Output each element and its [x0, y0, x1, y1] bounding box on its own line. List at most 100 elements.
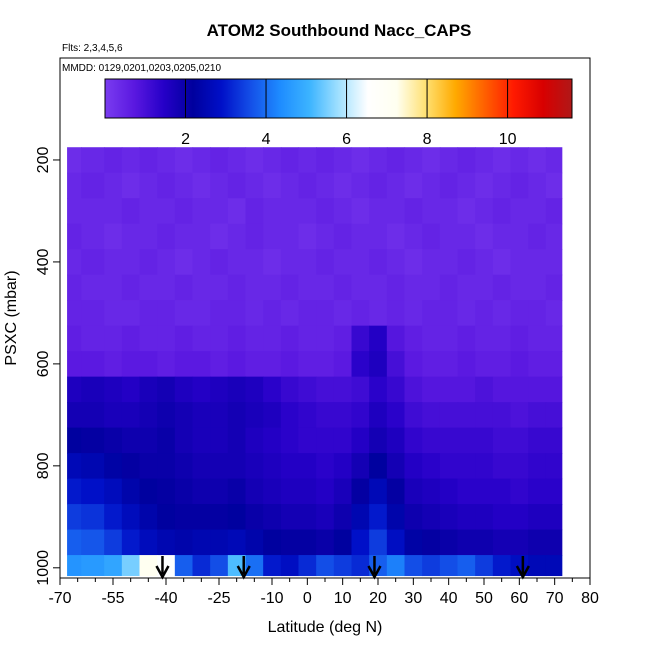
heat-cell: [280, 198, 300, 225]
heat-cell: [81, 351, 105, 378]
heat-cell: [333, 555, 353, 577]
heat-cell: [422, 300, 441, 327]
heat-cell: [192, 402, 211, 429]
heat-cell: [280, 504, 300, 531]
heat-cell: [439, 504, 459, 531]
heat-cell: [81, 274, 105, 301]
heat-cell: [280, 249, 300, 276]
heat-cell: [404, 198, 423, 225]
heat-cell: [263, 274, 282, 301]
heat-cell: [81, 453, 105, 480]
heat-cell: [404, 376, 423, 403]
heat-cell: [475, 555, 494, 577]
y-tick-label: 200: [35, 147, 52, 174]
heat-cell: [157, 325, 176, 352]
heat-cell: [104, 555, 123, 577]
heat-cell: [245, 504, 264, 531]
heat-cell: [545, 147, 563, 174]
heat-cell: [157, 376, 176, 403]
heat-cell: [121, 274, 141, 301]
colorbar-tick-label: 8: [423, 131, 432, 148]
heat-cell: [333, 376, 353, 403]
heat-cell: [67, 529, 82, 556]
heat-cell: [475, 198, 494, 225]
heat-cell: [298, 223, 317, 250]
y-axis: 200 400 600 800 1000: [35, 147, 60, 586]
heat-cell: [104, 249, 123, 276]
heat-cell: [157, 249, 176, 276]
heat-cell: [280, 555, 300, 577]
heat-cell: [121, 249, 141, 276]
heat-cell: [422, 223, 441, 250]
heat-cell: [422, 529, 441, 556]
y-axis-title: PSXC (mbar): [3, 270, 20, 365]
heat-cell: [157, 504, 176, 531]
heat-cell: [528, 555, 547, 577]
heat-cell: [492, 147, 512, 174]
heat-cell: [404, 529, 423, 556]
heat-cell: [263, 555, 282, 577]
heat-cell: [492, 453, 512, 480]
dates-note: MMDD: 0129,0201,0203,0205,0210: [62, 63, 221, 74]
heat-cell: [386, 147, 406, 174]
heat-cell: [333, 147, 353, 174]
heat-cell: [121, 325, 141, 352]
heat-cell: [139, 300, 158, 327]
heat-cell: [422, 325, 441, 352]
heat-cell: [157, 351, 176, 378]
heat-cell: [492, 274, 512, 301]
heat-cell: [121, 427, 141, 454]
heat-cell: [245, 529, 264, 556]
heat-cell: [422, 376, 441, 403]
heat-cell: [245, 478, 264, 505]
heat-cell: [245, 274, 264, 301]
heat-cell: [475, 504, 494, 531]
heat-cell: [280, 427, 300, 454]
heat-cell: [67, 249, 82, 276]
heat-cell: [369, 351, 388, 378]
heat-cell: [386, 325, 406, 352]
heat-cell: [210, 504, 229, 531]
heat-cell: [298, 300, 317, 327]
x-tick-label: -25: [207, 590, 230, 607]
heatmap-cells: [67, 147, 563, 577]
heat-cell: [67, 223, 82, 250]
heat-cell: [333, 300, 353, 327]
heat-cell: [192, 223, 211, 250]
heat-cell: [510, 529, 529, 556]
heat-cell: [351, 402, 370, 429]
heat-cell: [528, 376, 547, 403]
heat-cell: [386, 478, 406, 505]
heat-cell: [404, 223, 423, 250]
heat-cell: [457, 529, 476, 556]
heat-cell: [210, 300, 229, 327]
heat-cell: [475, 453, 494, 480]
heat-cell: [422, 274, 441, 301]
heat-cell: [121, 172, 141, 199]
heat-cell: [422, 555, 441, 577]
heat-cell: [386, 402, 406, 429]
heat-cell: [280, 351, 300, 378]
heat-cell: [298, 555, 317, 577]
heat-cell: [316, 555, 335, 577]
heat-cell: [404, 555, 423, 577]
heat-cell: [439, 325, 459, 352]
heat-cell: [81, 223, 105, 250]
heat-cell: [67, 453, 82, 480]
heat-cell: [545, 504, 563, 531]
heat-cell: [351, 376, 370, 403]
heat-cell: [404, 249, 423, 276]
arrow-head: [515, 565, 530, 580]
heat-cell: [333, 172, 353, 199]
heat-cell: [528, 223, 547, 250]
heat-cell: [263, 172, 282, 199]
heat-cell: [227, 529, 247, 556]
heat-cell: [227, 325, 247, 352]
heat-cell: [121, 529, 141, 556]
heat-cell: [192, 504, 211, 531]
heat-cell: [545, 555, 563, 577]
heat-cell: [510, 274, 529, 301]
heat-cell: [192, 351, 211, 378]
heat-cell: [67, 351, 82, 378]
